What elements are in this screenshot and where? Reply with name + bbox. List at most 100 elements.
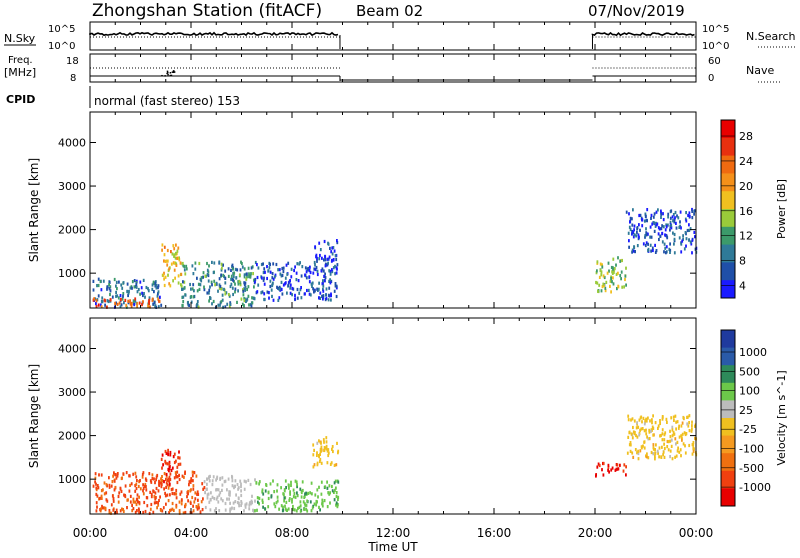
data-cell <box>290 483 292 487</box>
data-cell <box>136 509 138 513</box>
data-cell <box>595 280 597 285</box>
data-cell <box>215 281 218 285</box>
data-cell <box>667 440 670 444</box>
data-cell <box>327 293 330 297</box>
data-cell <box>631 217 633 221</box>
data-cell <box>684 444 686 448</box>
data-cell <box>657 226 660 230</box>
data-cell <box>168 479 170 483</box>
data-cell <box>208 475 210 479</box>
colorbar-swatch <box>721 120 735 139</box>
data-cell <box>652 446 655 450</box>
data-cell <box>322 289 325 293</box>
nsky-right-tick-bottom: 10^0 <box>702 41 729 52</box>
colorbar-label: Velocity [m s^-1] <box>775 370 788 465</box>
data-cell <box>115 294 117 298</box>
y-tick-label: 4000 <box>58 342 86 355</box>
data-cell <box>274 275 276 279</box>
data-cell <box>95 302 97 306</box>
data-cell <box>304 266 307 270</box>
data-cell <box>184 293 187 297</box>
data-cell <box>256 508 258 512</box>
data-cell <box>646 452 648 456</box>
data-cell <box>239 283 242 287</box>
data-cell <box>627 231 630 235</box>
data-cell <box>610 290 612 294</box>
data-cell <box>261 276 263 280</box>
data-cell <box>600 289 603 293</box>
colorbar-tick-label: 500 <box>739 365 760 378</box>
data-cell <box>646 208 649 212</box>
data-cell <box>201 508 204 512</box>
data-cell <box>678 450 681 454</box>
data-cell <box>196 289 199 293</box>
data-cell <box>121 476 123 480</box>
data-cell <box>632 249 635 253</box>
data-cell <box>195 505 198 509</box>
data-cell <box>688 443 691 448</box>
data-cell <box>154 281 157 285</box>
data-cell <box>644 234 647 238</box>
data-cell <box>669 429 671 433</box>
data-cell <box>148 298 151 302</box>
data-cell <box>117 296 120 300</box>
data-cell <box>305 503 308 507</box>
data-cell <box>136 493 139 497</box>
data-cell <box>326 461 329 465</box>
data-cell <box>689 240 692 244</box>
data-cell <box>267 490 270 494</box>
data-cell <box>305 276 308 280</box>
data-cell <box>164 449 167 454</box>
colorbar-tick-label: -1000 <box>739 481 771 494</box>
data-cell <box>667 212 670 216</box>
data-cell <box>197 492 200 496</box>
data-cell <box>268 296 270 300</box>
data-cell <box>336 239 338 243</box>
data-cell <box>221 483 224 487</box>
data-cell <box>601 265 604 269</box>
colorbar-swatch <box>721 191 735 210</box>
data-cell <box>264 489 267 493</box>
data-cell <box>107 299 110 304</box>
data-cell <box>688 214 691 218</box>
data-cell <box>169 493 171 497</box>
data-cell <box>294 265 296 269</box>
data-cell <box>129 286 132 290</box>
data-cell <box>612 282 615 286</box>
data-cell <box>291 500 293 504</box>
colorbar-tick-label: -25 <box>739 423 757 436</box>
data-cell <box>260 262 263 267</box>
data-cell <box>235 276 238 280</box>
data-cell <box>173 476 176 480</box>
data-cell <box>680 226 682 230</box>
data-cell <box>654 454 656 458</box>
data-cell <box>220 300 223 304</box>
data-cell <box>130 304 133 308</box>
data-cell <box>155 475 158 479</box>
data-cell <box>300 286 302 290</box>
data-cell <box>231 475 234 480</box>
data-cell <box>625 465 627 469</box>
data-cell <box>162 273 165 277</box>
data-cell <box>289 492 291 496</box>
data-cell <box>609 284 611 288</box>
data-cell <box>264 507 266 511</box>
data-cell <box>661 417 664 421</box>
data-cell <box>95 509 98 513</box>
data-cell <box>203 480 206 484</box>
data-cell <box>230 274 233 278</box>
data-cell <box>319 253 321 258</box>
data-cell <box>244 285 247 289</box>
data-cell <box>95 482 97 486</box>
nsky-trace <box>89 31 697 49</box>
data-cell <box>131 503 133 507</box>
data-cell <box>178 258 181 262</box>
data-cell <box>164 259 167 263</box>
data-cell <box>327 451 330 455</box>
data-cell <box>282 492 285 496</box>
data-cell <box>251 265 254 269</box>
data-cell <box>667 215 669 219</box>
data-cell <box>634 250 636 254</box>
data-cell <box>232 278 235 282</box>
data-cell <box>152 489 154 493</box>
